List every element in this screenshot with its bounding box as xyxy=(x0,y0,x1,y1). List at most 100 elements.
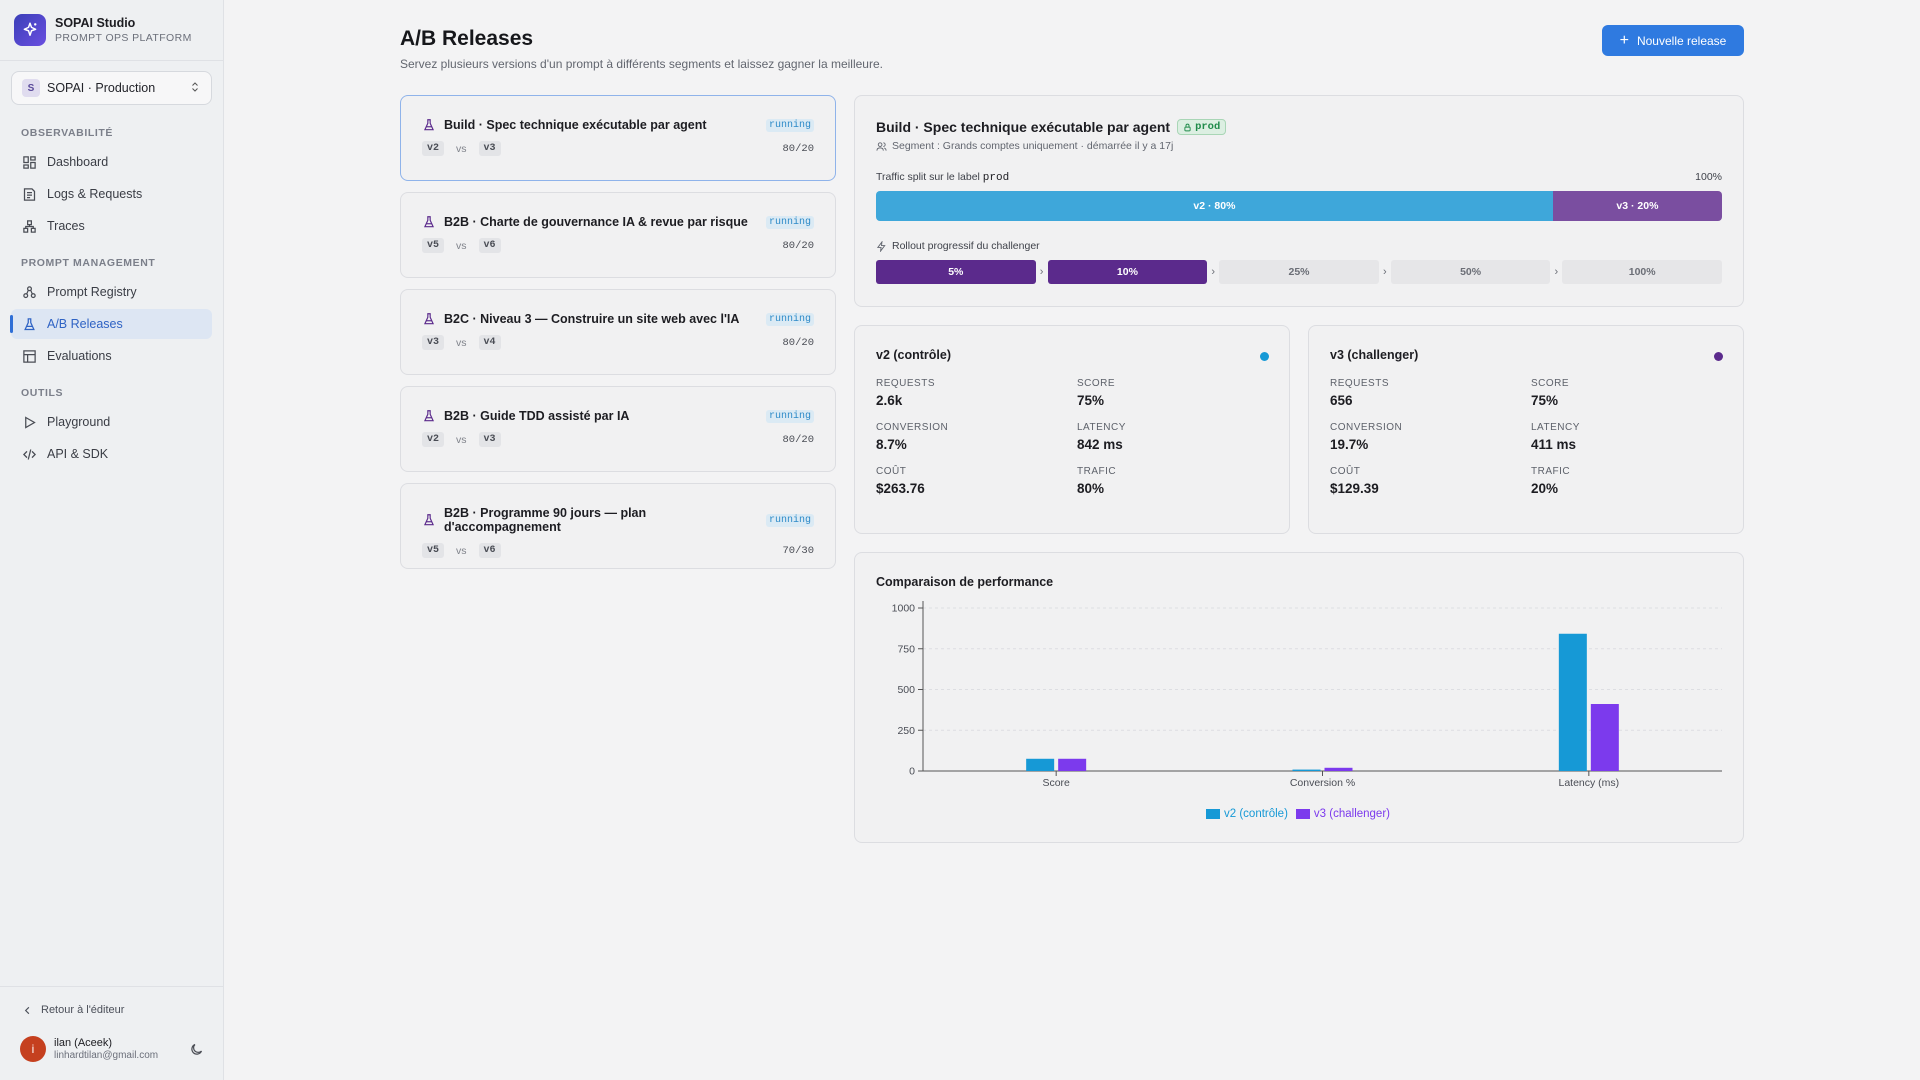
x-tick-label: Conversion % xyxy=(1290,777,1355,789)
version-b-tag: v6 xyxy=(478,543,501,558)
stat-value: 656 xyxy=(1330,393,1353,408)
vs-label: vs xyxy=(456,142,467,155)
legend-item[interactable]: v2 (contrôle) xyxy=(1206,808,1288,820)
project-name: SOPAI · Production xyxy=(47,81,156,95)
chevron-right-icon: › xyxy=(1554,266,1559,278)
release-title: B2B · Programme 90 jours — plan d'accomp… xyxy=(444,506,647,534)
sidebar-item-playground[interactable]: Playground xyxy=(11,407,212,437)
stat-value: $263.76 xyxy=(876,481,925,496)
rollout-step[interactable]: 100% xyxy=(1562,260,1722,284)
sidebar-item-label: Evaluations xyxy=(47,349,112,363)
project-selector[interactable]: S SOPAI · Production xyxy=(11,71,212,105)
release-card-header: B2B · Guide TDD assisté par IA running xyxy=(422,409,814,423)
variant-stats-grid: REQUESTS 656 SCORE 75% CONVERSION 19.7% LATENC… xyxy=(1330,378,1730,496)
release-card[interactable]: Build · Spec technique exécutable par ag… xyxy=(400,95,836,181)
release-versions: v2 vs v3 80/20 xyxy=(422,432,814,447)
traffic-split-ratio: 80/20 xyxy=(782,336,814,349)
release-card[interactable]: B2B · Programme 90 jours — plan d'accomp… xyxy=(400,483,836,569)
stat-cell: LATENCY 842 ms xyxy=(1077,422,1276,452)
legend-item[interactable]: v3 (challenger) xyxy=(1295,808,1390,820)
traffic-split-ratio: 80/20 xyxy=(782,433,814,446)
user-profile[interactable]: i ilan (Aceek) linhardtilan@gmail.com xyxy=(0,1030,224,1080)
x-tick-label: Latency (ms) xyxy=(1558,777,1619,789)
rollout-step[interactable]: 50% xyxy=(1390,260,1551,284)
rollout-step[interactable]: 25% xyxy=(1219,260,1379,284)
variant-title: v3 (challenger) xyxy=(1330,348,1419,362)
bar-v2-0[interactable] xyxy=(1026,758,1055,771)
brand-title: SOPAI Studio xyxy=(55,16,136,30)
traffic-split-ratio: 70/30 xyxy=(782,544,814,557)
stat-cell: CONVERSION 19.7% xyxy=(1330,422,1531,452)
moon-theme-toggle-icon[interactable] xyxy=(189,1042,204,1057)
sidebar-item-traces[interactable]: Traces xyxy=(11,211,212,241)
traces-icon xyxy=(21,218,37,234)
sidebar-item-ab-releases[interactable]: A/B Releases xyxy=(10,309,212,339)
release-card-header: Build · Spec technique exécutable par ag… xyxy=(422,118,814,132)
sidebar-item-label: Prompt Registry xyxy=(47,285,137,299)
chevron-up-down-icon xyxy=(189,81,201,96)
stat-label: TRAFIC xyxy=(1077,466,1117,477)
status-badge: running xyxy=(765,215,814,229)
sidebar-item-api-sdk[interactable]: API & SDK xyxy=(11,439,212,469)
brand-subtitle: PROMPT OPS PLATFORM xyxy=(55,32,192,44)
bar-v3-2[interactable] xyxy=(1590,704,1619,771)
project-badge: S xyxy=(22,79,40,97)
stat-cell: TRAFIC 80% xyxy=(1077,466,1276,496)
release-card[interactable]: B2B · Charte de gouvernance IA & revue p… xyxy=(400,192,836,278)
bar-v2-1[interactable] xyxy=(1292,769,1321,771)
flask-icon xyxy=(422,118,436,132)
release-versions: v2 vs v3 80/20 xyxy=(422,141,814,156)
version-b-tag: v6 xyxy=(478,238,501,253)
registry-icon xyxy=(21,284,37,300)
lock-icon xyxy=(1183,123,1192,132)
release-versions: v3 vs v4 80/20 xyxy=(422,335,814,350)
traffic-split-prefix: Traffic split sur le label xyxy=(876,171,980,183)
performance-chart: 0 250 500 750 1000 Score Conversion % Latency (… xyxy=(892,601,1722,789)
release-card[interactable]: B2B · Guide TDD assisté par IA running v2 v… xyxy=(400,386,836,472)
rollout-step[interactable]: 5% xyxy=(876,260,1036,284)
bar-v3-1[interactable] xyxy=(1324,767,1353,771)
sidebar-item-prompt-registry[interactable]: Prompt Registry xyxy=(11,277,212,307)
new-release-label: Nouvelle release xyxy=(1636,33,1727,48)
section-label-tools: OUTILS xyxy=(21,387,64,399)
stat-label: LATENCY xyxy=(1077,422,1126,433)
bar-v3-0[interactable] xyxy=(1058,758,1087,771)
sidebar-item-evaluations[interactable]: Evaluations xyxy=(11,341,212,371)
sidebar-item-dashboard[interactable]: Dashboard xyxy=(11,147,212,177)
traffic-split-total: 100% xyxy=(1695,171,1722,183)
stat-label: COÛT xyxy=(1330,466,1361,477)
release-card[interactable]: B2C · Niveau 3 — Construire un site web … xyxy=(400,289,836,375)
back-to-editor-link[interactable]: Retour à l'éditeur xyxy=(0,987,224,1030)
flask-icon xyxy=(21,316,37,332)
performance-chart-card: Comparaison de performance 0 250 500 750 100… xyxy=(854,552,1744,843)
stat-label: COÛT xyxy=(876,466,907,477)
chevron-right-icon: › xyxy=(1039,266,1044,278)
stat-cell: TRAFIC 20% xyxy=(1531,466,1730,496)
stat-cell: CONVERSION 8.7% xyxy=(876,422,1077,452)
stat-value: 411 ms xyxy=(1531,437,1577,452)
legend-label: v2 (contrôle) xyxy=(1224,808,1288,820)
plus-icon: + xyxy=(1619,31,1629,49)
rollout-step[interactable]: 10% xyxy=(1047,260,1208,284)
release-detail-panel: Build · Spec technique exécutable par ag… xyxy=(854,95,1744,307)
status-badge: running xyxy=(765,409,814,423)
sidebar-item-logs[interactable]: Logs & Requests xyxy=(11,179,212,209)
stat-label: LATENCY xyxy=(1531,422,1580,433)
version-a-tag: v2 xyxy=(422,432,445,447)
stat-label: REQUESTS xyxy=(876,378,936,389)
sidebar-item-label: API & SDK xyxy=(47,447,109,461)
vs-label: vs xyxy=(456,336,467,349)
logs-icon xyxy=(21,186,37,202)
stat-cell: SCORE 75% xyxy=(1531,378,1730,408)
version-b-tag: v3 xyxy=(478,432,501,447)
legend-label: v3 (challenger) xyxy=(1313,808,1390,820)
bar-v2-2[interactable] xyxy=(1558,633,1587,771)
stat-value: 2.6k xyxy=(876,393,903,408)
sidebar-item-label: Traces xyxy=(47,219,85,233)
traffic-split-ratio: 80/20 xyxy=(782,239,814,252)
chevron-right-icon: › xyxy=(1211,266,1216,278)
new-release-button[interactable]: + Nouvelle release xyxy=(1602,25,1744,56)
y-tick-label: 500 xyxy=(897,684,915,696)
variant-card-control: v2 (contrôle) REQUESTS 2.6k SCORE 75% CONVER… xyxy=(854,325,1290,534)
y-tick-label: 250 xyxy=(897,725,915,737)
